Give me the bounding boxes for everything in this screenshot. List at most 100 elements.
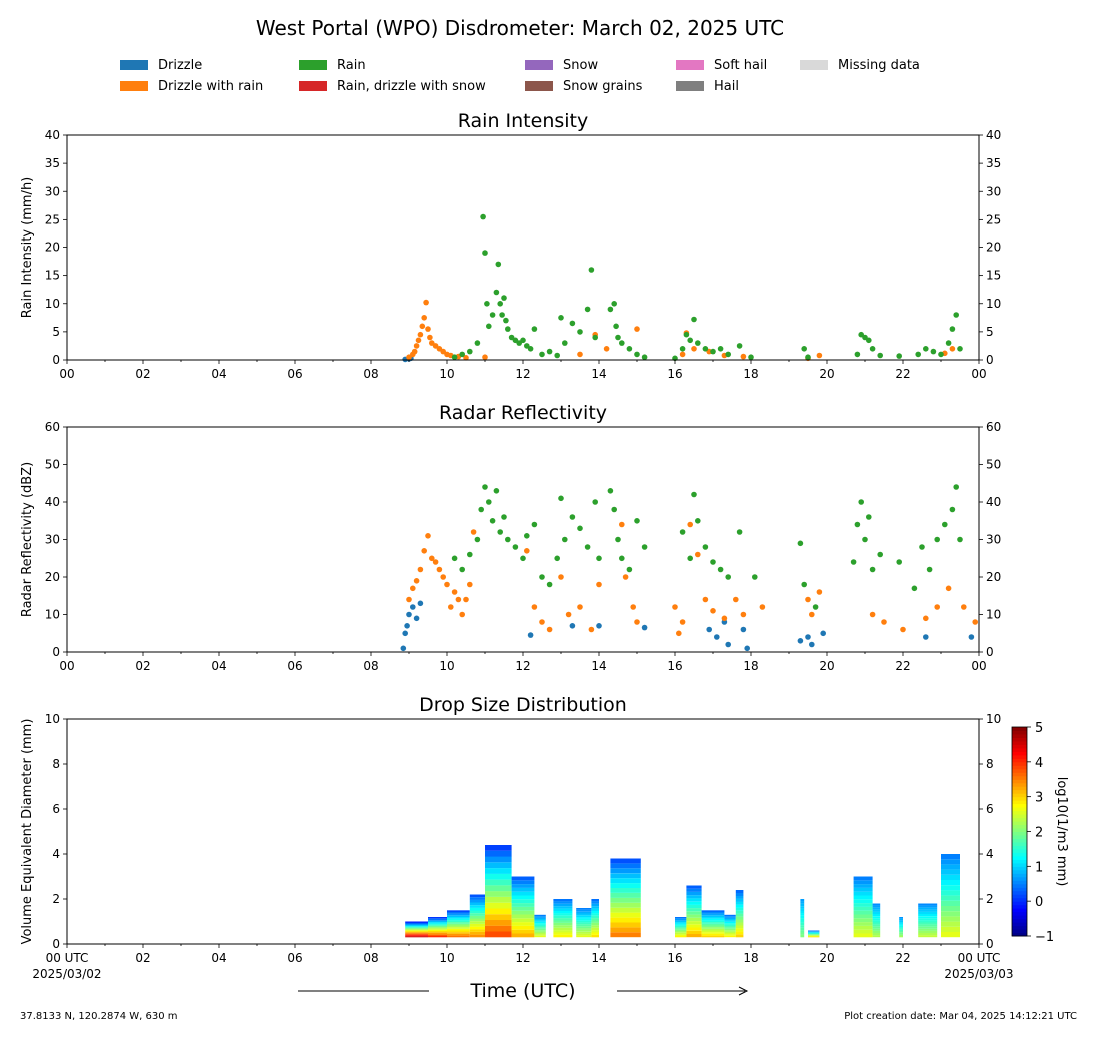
data-point [486,499,492,505]
data-point [497,529,504,535]
dsd-cell [534,924,546,926]
colorbar-segment [1012,901,1027,906]
colorbar-segment [1012,807,1027,812]
data-point [854,521,861,528]
data-point [820,630,826,637]
data-point [641,354,648,361]
data-point [679,529,686,535]
dsd-cell [899,936,903,938]
data-point [432,559,439,565]
data-point [512,544,519,550]
dsd-cell [941,895,960,901]
dsd-cell [469,915,485,919]
dsd-cell [899,928,903,930]
dsd-cell [918,914,938,917]
dsd-cell [941,916,960,922]
colorbar-segment [1012,835,1027,839]
dsd-cell [591,913,599,916]
dsd-cell [447,930,470,933]
data-point [634,326,640,332]
legend-swatch [525,81,553,91]
dsd-cell [701,923,725,926]
data-point [482,250,488,256]
data-point [805,634,811,640]
dsd-cell [553,932,573,935]
legend-swatch [120,60,148,70]
y-tick-label: 0 [986,937,994,951]
x-tick-label: 06 [287,659,302,673]
dsd-cell [428,932,447,934]
data-point [691,346,697,352]
data-point [495,261,502,268]
dsd-cell [553,927,573,931]
dsd-cell [591,901,599,904]
y-tick-label: 2 [986,892,994,906]
data-point [527,632,534,638]
dsd-cell [800,899,805,902]
dsd-cell [591,908,599,911]
dsd-cell [701,920,725,923]
dsd-cell [485,920,512,926]
dsd-cell [591,925,599,928]
data-point [558,495,564,502]
dsd-cell [918,933,938,936]
dsd-cell [701,922,725,924]
dsd-cell [534,927,546,929]
dsd-cell [724,917,736,919]
dsd-cell [511,922,535,926]
data-point [501,295,507,301]
data-point [869,566,876,573]
dsd-cell [428,930,447,933]
dsd-cell [800,925,805,928]
colorbar-segment [1012,915,1027,920]
x-tick-label: 16 [667,951,682,965]
dsd-cell [808,930,820,931]
dsd-cell [511,906,535,911]
dsd-cell [610,883,641,888]
x-tick-label: 22 [895,659,910,673]
dsd-cell [591,922,599,926]
dsd-cell [724,933,736,935]
x-tick-label: 2025/03/03 [944,967,1013,981]
dsd-cell [511,903,535,907]
y-tick-label: 40 [45,128,60,142]
data-point [911,585,918,592]
y-tick-label: 0 [52,353,60,367]
data-point [425,326,431,332]
legend-item: Rain [299,58,366,73]
data-point [877,352,883,359]
data-point [717,566,724,573]
data-point [706,626,712,633]
dsd-cell [675,933,687,935]
data-point [717,346,724,352]
colorbar-segment [1012,734,1027,738]
data-point [607,306,614,313]
dsd-cell [428,928,447,930]
y-tick-label: 4 [986,847,994,861]
dsd-cell [591,903,599,907]
data-point [641,624,648,631]
dsd-cell [485,856,512,863]
dsd-cell [591,899,599,902]
data-point [961,604,967,610]
y-tick-label: 25 [986,212,1001,226]
dsd-cell [447,917,470,919]
y-tick-label: 35 [986,156,1001,170]
dsd-cell [485,902,512,909]
dsd-cell [469,902,485,906]
colorbar-segment [1012,740,1027,745]
dsd-cell [405,933,428,935]
data-point [432,343,439,349]
dsd-cell [534,920,546,922]
dsd-cell [610,902,641,908]
data-point [710,559,716,565]
data-point [480,213,486,220]
data-point [444,581,450,588]
dsd-cell [735,890,744,893]
colorbar-tick-label: 1 [1035,860,1043,875]
dsd-cell [553,922,573,926]
colorbar-segment [1012,730,1027,735]
dsd-cell [808,936,820,937]
dsd-cell [675,925,687,928]
